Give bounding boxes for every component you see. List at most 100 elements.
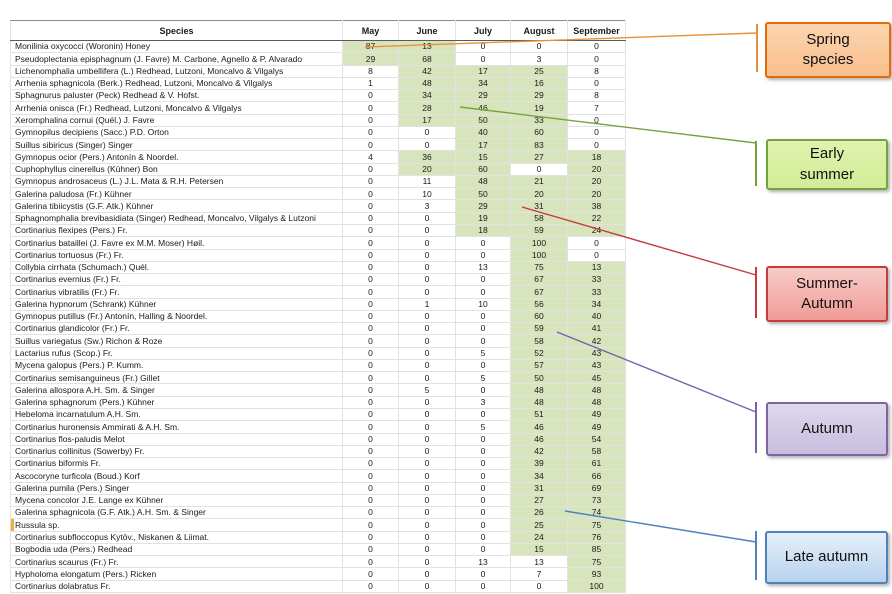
value-cell-september: 22: [567, 211, 626, 225]
value-cell-july: 0: [455, 457, 511, 471]
value-cell-may: 0: [342, 187, 399, 201]
table-row: Gymnopus putillus (Fr.) Antonín, Halling…: [10, 309, 626, 324]
value-cell-august: 60: [510, 309, 568, 324]
callout-label: Late autumn: [784, 548, 869, 566]
value-cell-june: 20: [398, 162, 456, 176]
value-cell-september: 75: [567, 555, 626, 569]
table-row: Collybia cirrhata (Schumach.) Quél. 0 0 13 7…: [10, 260, 626, 275]
value-cell-september: 76: [567, 530, 626, 544]
value-cell-september: 48: [567, 383, 626, 397]
table-row: Bogbodia uda (Pers.) Redhead 0 0 0 15 85: [10, 542, 626, 557]
value-cell-may: 0: [342, 322, 399, 336]
value-cell-may: 0: [342, 444, 399, 459]
table-body: Monilinia oxycocci (Woronin) Honey 87 13 0 0…: [10, 39, 626, 594]
table-row: Cortinarius flos-paludis Melot 0 0 0 46 54: [10, 432, 626, 446]
value-cell-may: 0: [342, 89, 399, 103]
callout-label: Early summer: [799, 145, 855, 183]
value-cell-june: 0: [398, 371, 456, 385]
value-cell-september: 24: [567, 223, 626, 238]
value-cell-august: 57: [510, 358, 568, 373]
value-cell-september: 58: [567, 444, 626, 459]
table-row: Galerina sphagnorum (Pers.) Kühner 0 0 3 48 4…: [10, 395, 626, 409]
table-row: Hebeloma incarnatulum A.H. Sm. 0 0 0 51 49: [10, 407, 626, 422]
species-cell: Arrhenia sphagnicola (Berk.) Redhead, Lu…: [10, 76, 343, 91]
table-row: Xeromphalina cornui (Quél.) J. Favre 0 17 5…: [10, 113, 626, 127]
table-row: Cortinarius biformis Fr. 0 0 0 39 61: [10, 457, 626, 471]
table-row: Gymnopus androsaceus (L.) J.L. Mata & R.…: [10, 174, 626, 189]
species-cell: Collybia cirrhata (Schumach.) Quél.: [10, 260, 343, 275]
value-cell-august: 59: [510, 322, 568, 336]
value-cell-august: 21: [510, 174, 568, 189]
value-cell-may: 0: [342, 358, 399, 373]
value-cell-september: 93: [567, 567, 626, 581]
value-cell-june: 3: [398, 199, 456, 213]
value-cell-september: 0: [567, 52, 626, 66]
value-cell-may: 87: [342, 39, 399, 54]
value-cell-july: 0: [455, 248, 511, 262]
species-cell: Mycena concolor J.E. Lange ex Kühner: [10, 493, 343, 508]
value-cell-september: 0: [567, 39, 626, 54]
value-cell-june: 11: [398, 174, 456, 189]
species-cell: Cortinarius subfloccopus Kytöv., Niskane…: [10, 530, 343, 544]
species-cell: Cortinarius dolabratus Fr.: [10, 579, 343, 594]
value-cell-august: 39: [510, 457, 568, 471]
value-cell-may: 0: [342, 518, 399, 532]
table-row: Cortinarius subfloccopus Kytöv., Niskane…: [10, 530, 626, 544]
value-cell-may: 0: [342, 530, 399, 544]
value-cell-july: 46: [455, 101, 511, 115]
value-cell-june: 36: [398, 150, 456, 164]
value-cell-may: 0: [342, 371, 399, 385]
value-cell-may: 0: [342, 223, 399, 238]
value-cell-august: 27: [510, 150, 568, 164]
species-table: Species May June July August September Monili…: [10, 20, 626, 594]
value-cell-july: 0: [455, 236, 511, 250]
value-cell-september: 13: [567, 260, 626, 275]
value-cell-september: 7: [567, 101, 626, 115]
value-cell-may: 0: [342, 383, 399, 397]
value-cell-august: 83: [510, 138, 568, 152]
value-cell-september: 69: [567, 481, 626, 495]
value-cell-june: 0: [398, 407, 456, 422]
value-cell-july: 60: [455, 162, 511, 176]
value-cell-august: 100: [510, 236, 568, 250]
value-cell-august: 67: [510, 285, 568, 299]
value-cell-august: 26: [510, 506, 568, 520]
value-cell-september: 66: [567, 469, 626, 483]
value-cell-september: 74: [567, 506, 626, 520]
species-cell: Cortinarius bataillei (J. Favre ex M.M. …: [10, 236, 343, 250]
species-cell: Gymnopus putillus (Fr.) Antonín, Halling…: [10, 309, 343, 324]
value-cell-september: 0: [567, 125, 626, 140]
value-cell-may: 0: [342, 236, 399, 250]
value-cell-may: 0: [342, 407, 399, 422]
species-cell: Cortinarius vibratilis (Fr.) Fr.: [10, 285, 343, 299]
value-cell-may: 29: [342, 52, 399, 66]
species-table-container: Species May June July August September Monili…: [10, 20, 626, 594]
value-cell-may: 0: [342, 125, 399, 140]
value-cell-june: 10: [398, 187, 456, 201]
value-cell-july: 0: [455, 407, 511, 422]
header-row: Species May June July August September: [10, 20, 626, 41]
value-cell-september: 85: [567, 542, 626, 557]
value-cell-june: 0: [398, 236, 456, 250]
value-cell-may: 0: [342, 469, 399, 483]
value-cell-may: 0: [342, 174, 399, 189]
species-cell: Cortinarius evernius (Fr.) Fr.: [10, 273, 343, 287]
table-row: Sphagnurus paluster (Peck) Redhead & V. …: [10, 89, 626, 103]
value-cell-july: 0: [455, 285, 511, 299]
value-cell-september: 0: [567, 236, 626, 250]
callout-label: Autumn: [801, 419, 853, 437]
value-cell-may: 0: [342, 542, 399, 557]
species-cell: Cortinarius tortuosus (Fr.) Fr.: [10, 248, 343, 262]
value-cell-august: 42: [510, 444, 568, 459]
species-cell: Ascocoryne turficola (Boud.) Korf: [10, 469, 343, 483]
value-cell-august: 13: [510, 555, 568, 569]
value-cell-june: 0: [398, 211, 456, 225]
callout-summer-autumn: Summer- Autumn: [766, 266, 888, 322]
value-cell-july: 40: [455, 125, 511, 140]
callout-label: Summer- Autumn: [796, 274, 858, 312]
value-cell-august: 50: [510, 371, 568, 385]
value-cell-september: 8: [567, 64, 626, 78]
value-cell-july: 5: [455, 420, 511, 434]
value-cell-june: 0: [398, 493, 456, 508]
